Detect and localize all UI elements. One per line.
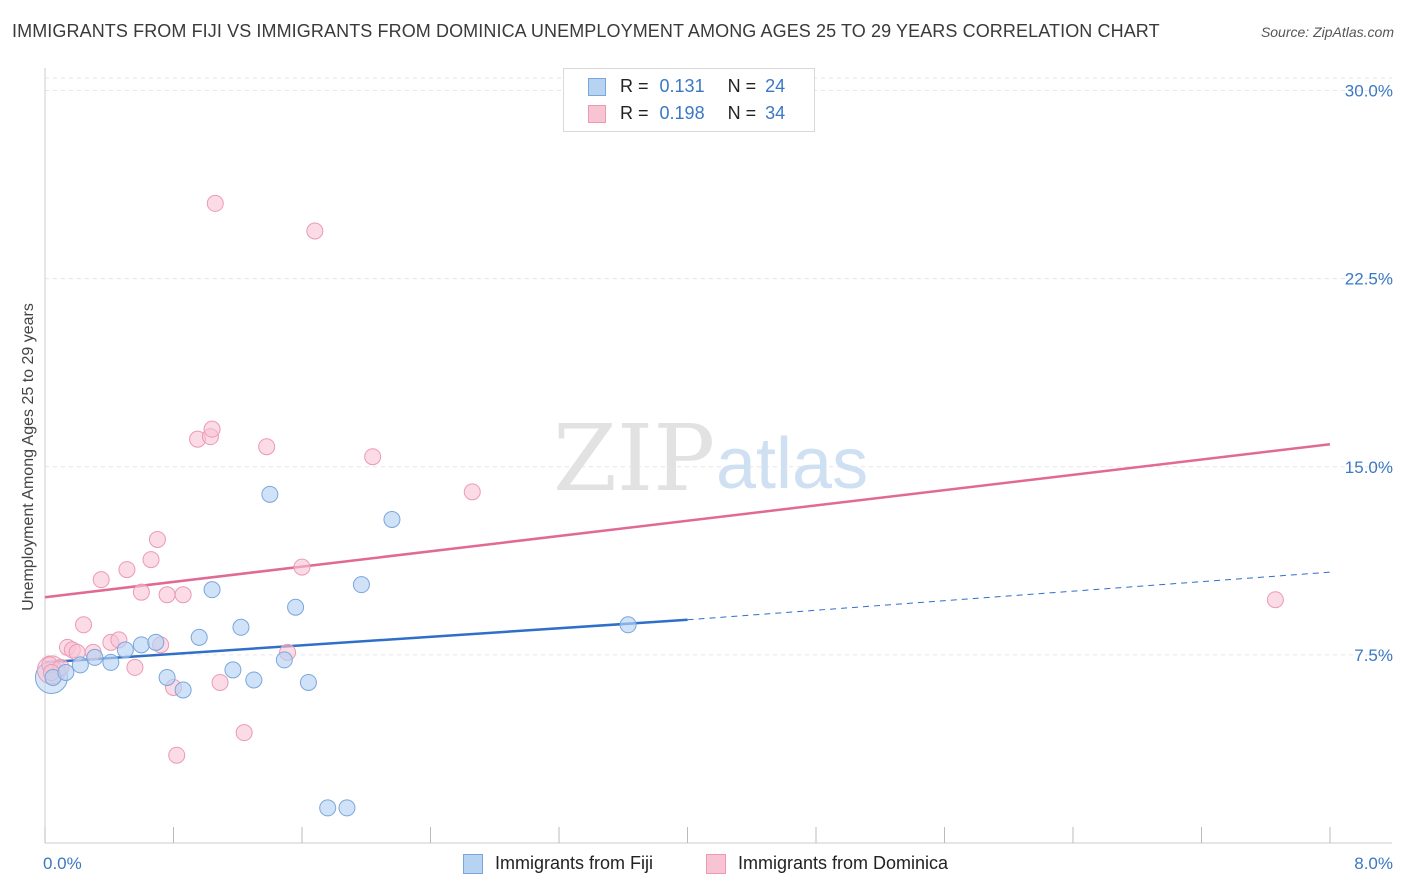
data-point-fiji [261, 485, 279, 503]
legend-swatch-dominica [588, 105, 606, 123]
tick-labels: 7.5% 15.0% 22.5% 30.0% 0.0% 8.0% [43, 82, 1393, 873]
data-point-fiji [275, 651, 293, 669]
watermark: ZIP atlas [553, 405, 868, 512]
data-point-fiji [287, 598, 305, 616]
legend-fiji-n-value: 24 [765, 76, 786, 96]
legend-dominica-r-value: 0.198 [659, 103, 705, 123]
legend-fiji-n-label: N = [727, 76, 757, 96]
data-point-dominica [174, 586, 192, 604]
trend-lines [44, 442, 1331, 664]
data-point-fiji [203, 581, 221, 599]
correlation-legend: R = 0.131 N = 24 R = 0.198 N = 34 [563, 68, 815, 132]
data-point-dominica [75, 616, 93, 634]
data-point-dominica [203, 420, 221, 438]
y-tick-label: 7.5% [1354, 646, 1393, 665]
watermark-zip: ZIP [553, 405, 715, 512]
trend-line-dominica [44, 442, 1331, 599]
data-point-fiji [190, 628, 208, 646]
data-point-fiji [224, 661, 242, 679]
data-point-fiji [299, 673, 317, 691]
data-point-dominica [142, 551, 160, 569]
gridlines [45, 77, 1392, 656]
x-tick-label-min: 0.0% [43, 854, 82, 873]
legend-dominica-n-value: 34 [765, 103, 786, 123]
data-point-dominica [258, 438, 276, 456]
data-point-fiji [102, 653, 120, 671]
data-point-dominica [168, 746, 186, 764]
trend-line-fiji-extension [687, 571, 1331, 621]
data-point-dominica [92, 571, 110, 589]
data-point-fiji [619, 616, 637, 634]
data-point-dominica [235, 724, 253, 742]
series-swatch-dominica [706, 854, 726, 874]
data-point-dominica [306, 222, 324, 240]
data-point-fiji [383, 510, 401, 528]
legend-dominica-r-label: R = [620, 103, 649, 123]
data-point-fiji [71, 656, 89, 674]
data-point-dominica [158, 586, 176, 604]
data-point-dominica [148, 531, 166, 549]
y-tick-label: 15.0% [1345, 458, 1393, 477]
data-point-dominica [118, 561, 136, 579]
legend-dominica-n-label: N = [727, 103, 757, 123]
data-point-fiji [116, 641, 134, 659]
data-point-dominica [364, 448, 382, 466]
series-label-dominica: Immigrants from Dominica [738, 853, 949, 873]
data-point-dominica [132, 583, 150, 601]
data-point-fiji [174, 681, 192, 699]
data-point-fiji [319, 799, 337, 817]
data-point-fiji [147, 633, 165, 651]
data-point-fiji [232, 618, 250, 636]
data-point-dominica [463, 483, 481, 501]
series-label-fiji: Immigrants from Fiji [495, 853, 654, 873]
data-point-dominica [293, 558, 311, 576]
data-point-fiji [338, 799, 356, 817]
legend-fiji-r-label: R = [620, 76, 649, 96]
data-point-fiji [132, 636, 150, 654]
data-point-dominica [206, 194, 224, 212]
legend-fiji-r-value: 0.131 [659, 76, 705, 96]
y-tick-label: 22.5% [1345, 270, 1393, 289]
data-point-dominica [126, 658, 144, 676]
source-label: Source: ZipAtlas.com [1260, 24, 1394, 40]
data-points [34, 194, 1284, 817]
x-tick-label-max: 8.0% [1354, 854, 1393, 873]
data-point-fiji [57, 663, 75, 681]
chart-title: IMMIGRANTS FROM FIJI VS IMMIGRANTS FROM … [12, 21, 1160, 41]
data-point-fiji [352, 576, 370, 594]
data-point-dominica [211, 673, 229, 691]
series-swatch-fiji [463, 854, 483, 874]
legend-swatch-fiji [588, 78, 606, 96]
y-tick-label: 30.0% [1345, 82, 1393, 101]
data-point-fiji [158, 668, 176, 686]
watermark-atlas: atlas [716, 424, 868, 504]
axes [44, 68, 1392, 844]
data-point-dominica [1266, 591, 1284, 609]
trend-line-fiji [44, 618, 688, 664]
data-point-fiji [245, 671, 263, 689]
data-point-fiji [86, 648, 104, 666]
